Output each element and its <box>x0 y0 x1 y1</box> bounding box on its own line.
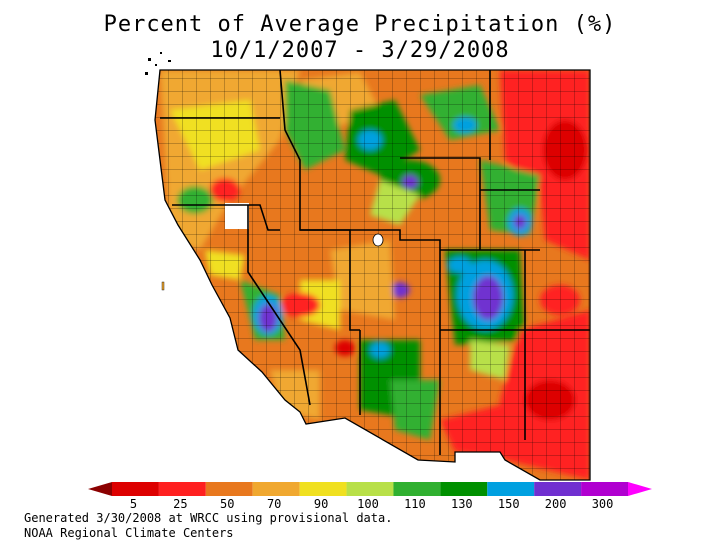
legend-label: 50 <box>220 497 234 511</box>
legend-label: 25 <box>173 497 187 511</box>
legend-swatch <box>628 482 652 496</box>
source-credit: NOAA Regional Climate Centers <box>24 526 234 540</box>
legend-label: 200 <box>545 497 567 511</box>
legend-swatch <box>299 482 347 496</box>
legend-label: 70 <box>267 497 281 511</box>
legend-swatch <box>158 482 206 496</box>
legend-swatch <box>346 482 394 496</box>
legend-label: 5 <box>130 497 137 511</box>
legend-labels: 5 25 50 70 90 100 110 130 150 200 300 <box>130 497 614 511</box>
map-title: Percent of Average Precipitation (%) <box>103 12 617 37</box>
legend-label: 100 <box>357 497 379 511</box>
legend-label: 90 <box>314 497 328 511</box>
legend-label: 130 <box>451 497 473 511</box>
legend-swatch <box>112 482 159 496</box>
legend-swatch <box>88 482 112 496</box>
legend-swatch <box>393 482 441 496</box>
legend-label: 300 <box>592 497 614 511</box>
date-range-subtitle: 10/1/2007 - 3/29/2008 <box>210 38 510 63</box>
legend-swatch <box>205 482 253 496</box>
legend-label: 150 <box>498 497 520 511</box>
legend-swatch <box>581 482 628 496</box>
legend-label: 110 <box>404 497 426 511</box>
generated-note: Generated 3/30/2008 at WRCC using provis… <box>24 511 393 525</box>
legend-swatch <box>440 482 488 496</box>
legend-swatch <box>534 482 582 496</box>
legend-swatch <box>252 482 300 496</box>
legend-swatch <box>487 482 535 496</box>
legend-swatches <box>88 482 652 496</box>
